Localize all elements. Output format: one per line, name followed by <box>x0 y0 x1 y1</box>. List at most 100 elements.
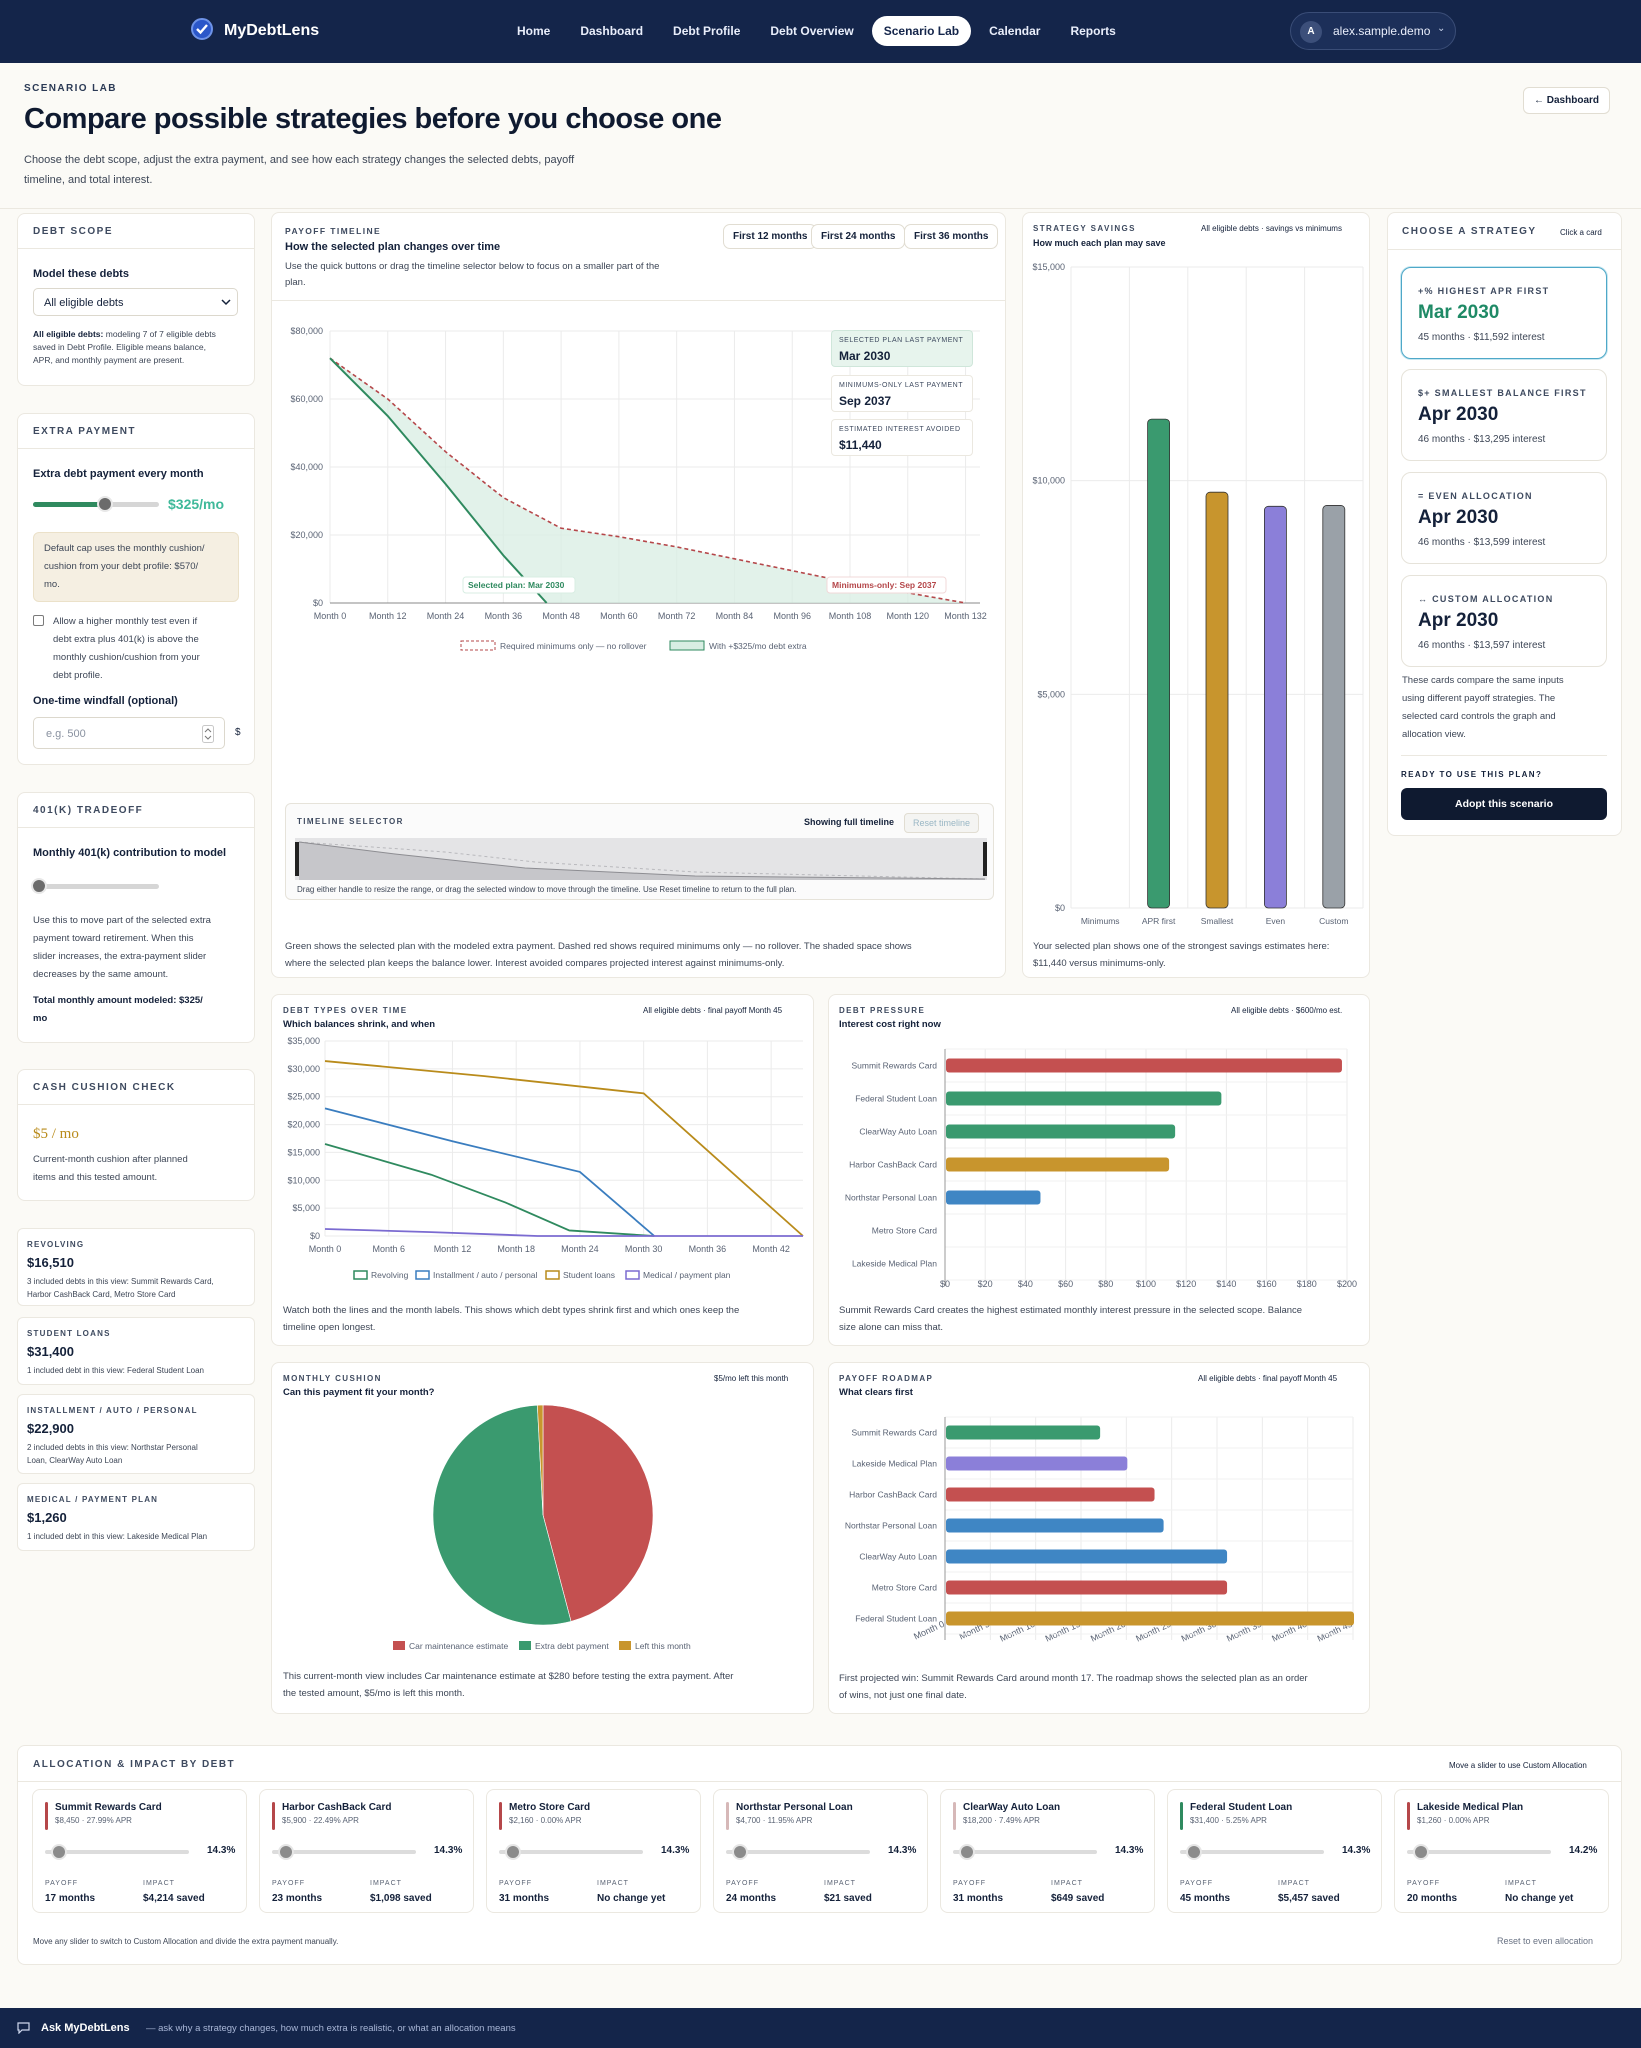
extra-payment-slider-handle[interactable] <box>96 496 113 512</box>
strategy-hint: Click a card <box>1560 228 1602 237</box>
windfall-input[interactable]: e.g. 500 <box>33 717 225 749</box>
debt-types-title: Which balances shrink, and when <box>283 1019 436 1030</box>
payoff-label: PAYOFF <box>1180 1880 1213 1887</box>
debt-types-card: DEBT TYPES OVER TIME All eligible debts … <box>271 994 814 1346</box>
strategy-card[interactable]: ↔ CUSTOM ALLOCATION Apr 2030 46 months · $… <box>1401 575 1607 667</box>
allocation-slider-handle[interactable] <box>1186 1844 1202 1860</box>
nav-link-reports[interactable]: Reports <box>1070 24 1116 38</box>
reset-timeline-button[interactable]: Reset timeline <box>904 813 980 833</box>
k401-slider[interactable] <box>31 878 159 894</box>
debt-sub: $31,400 · 5.25% APR <box>1190 1816 1267 1825</box>
allocation-slider-handle[interactable] <box>732 1844 748 1860</box>
nav-link-dashboard[interactable]: Dashboard <box>580 24 644 38</box>
page-title: Compare possible strategies before you c… <box>24 103 722 135</box>
strategy-card[interactable]: $+ SMALLEST BALANCE FIRST Apr 2030 46 mont… <box>1401 369 1607 461</box>
debt-color-bar <box>953 1802 956 1830</box>
spinner-icon[interactable] <box>202 725 214 743</box>
savings-eyebrow: STRATEGY SAVINGS <box>1033 224 1136 233</box>
monthly-scope: $5/mo left this month <box>714 1374 789 1383</box>
allocation-slider-handle[interactable] <box>959 1844 975 1860</box>
allocation-slider[interactable] <box>953 1850 1097 1854</box>
timeline-selector-window[interactable] <box>295 838 987 880</box>
brand-name[interactable]: MyDebtLens <box>224 22 320 39</box>
allocation-slider[interactable] <box>1180 1850 1324 1854</box>
back-dashboard-button[interactable]: ← Dashboard <box>1523 87 1611 114</box>
x-tick-label: $140 <box>1216 1279 1236 1289</box>
k401-description: Use this to move part of the selected ex… <box>33 915 211 980</box>
allocation-slider-handle[interactable] <box>278 1844 294 1860</box>
stat-selected-last-payment: SELECTED PLAN LAST PAYMENT Mar 2030 <box>831 330 973 367</box>
y-tick-label: $0 <box>310 1231 320 1241</box>
debt-types-footnote: Watch both the lines and the month label… <box>283 1305 740 1333</box>
x-tick-label: Month 36 <box>689 1244 727 1254</box>
nav-link-debt-profile[interactable]: Debt Profile <box>673 24 741 38</box>
category-desc: 1 included debt in this view: Federal St… <box>27 1364 249 1377</box>
impact-value: No change yet <box>1505 1893 1574 1904</box>
y-tick-label: $20,000 <box>287 1120 320 1130</box>
k401-slider-handle[interactable] <box>31 878 47 894</box>
timeline-legend: Required minimums only — no rollover With… <box>460 640 807 651</box>
category-label: Metro Store Card <box>872 1226 937 1236</box>
allocation-debt-card: ClearWay Auto Loan $18,200 · 7.49% APR 14.… <box>940 1789 1155 1913</box>
scope-select[interactable]: All eligible debts <box>33 288 238 316</box>
allocation-slider-handle[interactable] <box>1413 1844 1429 1860</box>
reset-allocation-link[interactable]: Reset to even allocation <box>1497 1936 1594 1946</box>
payoff-label: PAYOFF <box>726 1880 759 1887</box>
chat-icon <box>17 2022 30 2034</box>
x-tick-label: Month 96 <box>773 611 811 621</box>
adopt-scenario-button[interactable]: Adopt this scenario <box>1401 788 1607 820</box>
nav-link-calendar[interactable]: Calendar <box>989 24 1041 38</box>
allocation-slider[interactable] <box>726 1850 870 1854</box>
payoff-label: PAYOFF <box>499 1880 532 1887</box>
nav-link-home[interactable]: Home <box>517 24 551 38</box>
strategy-savings-chart: $0 $5,000 $10,000 $15,000 Minimums APR first S… <box>1032 262 1364 926</box>
category-label: APR first <box>1142 916 1176 926</box>
range-button-0[interactable]: First 12 months <box>723 224 818 249</box>
strategy-card[interactable]: = EVEN ALLOCATION Apr 2030 46 months · $13… <box>1401 472 1607 564</box>
strategy-date: Apr 2030 <box>1418 404 1499 425</box>
category-label: Summit Rewards Card <box>852 1061 938 1071</box>
y-tick-label: $25,000 <box>287 1092 320 1102</box>
monthly-title: Can this payment fit your month? <box>283 1387 435 1398</box>
allocation-slider[interactable] <box>45 1850 189 1854</box>
timeline-title: How the selected plan changes over time <box>285 241 501 253</box>
higher-test-checkbox[interactable] <box>33 615 44 626</box>
allocation-slider[interactable] <box>499 1850 643 1854</box>
chevron-down-icon: ⌄ <box>1437 23 1446 34</box>
allocation-slider[interactable] <box>272 1850 416 1854</box>
ask-label[interactable]: Ask MyDebtLens <box>41 2022 130 2034</box>
extra-cap-note: Default cap uses the monthly cushion/cus… <box>33 532 239 602</box>
allocation-percent: 14.3% <box>661 1845 690 1856</box>
category-card: REVOLVING $16,510 3 included debts in this… <box>17 1228 255 1306</box>
range-button-2[interactable]: First 36 months <box>904 224 999 249</box>
allocation-slider-handle[interactable] <box>505 1844 521 1860</box>
allocation-slider-handle[interactable] <box>51 1844 67 1860</box>
legend-swatch <box>545 1270 560 1280</box>
category-key: STUDENT LOANS <box>27 1329 111 1338</box>
debt-sub: $5,900 · 22.49% APR <box>282 1816 359 1825</box>
allocation-slider[interactable] <box>1407 1850 1551 1854</box>
range-button-1[interactable]: First 24 months <box>811 224 906 249</box>
category-desc-line: 3 included debts in this view: Summit Re… <box>27 1277 214 1286</box>
ask-bar[interactable]: Ask MyDebtLens — ask why a strategy chan… <box>0 2008 1641 2048</box>
monthly-footnote: This current-month view includes Car mai… <box>283 1671 734 1699</box>
page-description: Choose the debt scope, adjust the extra … <box>24 154 575 186</box>
savings-scope: All eligible debts · savings vs minimums <box>1201 224 1342 233</box>
x-tick-label: Month 48 <box>542 611 580 621</box>
nav-link-scenario-lab[interactable]: Scenario Lab <box>871 16 972 46</box>
value-bar <box>946 1611 1354 1626</box>
payoff-value: 23 months <box>272 1893 323 1904</box>
savings-title: How much each plan may save <box>1033 238 1166 248</box>
savings-footnote: Your selected plan shows one of the stro… <box>1033 941 1330 969</box>
impact-label: IMPACT <box>1051 1880 1083 1887</box>
debt-color-bar <box>1407 1802 1410 1830</box>
timeline-subtitle: Use the quick buttons or drag the timeli… <box>285 261 660 288</box>
debt-name: Harbor CashBack Card <box>282 1802 392 1813</box>
extra-payment-slider[interactable] <box>33 496 159 512</box>
legend-label: Medical / payment plan <box>643 1270 731 1280</box>
k401-card: 401(K) TRADEOFF Monthly 401(k) contribut… <box>17 792 255 1043</box>
user-menu[interactable]: A alex.sample.demo ⌄ <box>1290 12 1456 50</box>
nav-link-debt-overview[interactable]: Debt Overview <box>770 24 854 38</box>
payoff-timeline-chart: $0 $20,000 $40,000 $60,000 $80,000 Month 0 Mon… <box>290 326 986 651</box>
strategy-card[interactable]: +% HIGHEST APR FIRST Mar 2030 45 months · … <box>1401 267 1607 359</box>
